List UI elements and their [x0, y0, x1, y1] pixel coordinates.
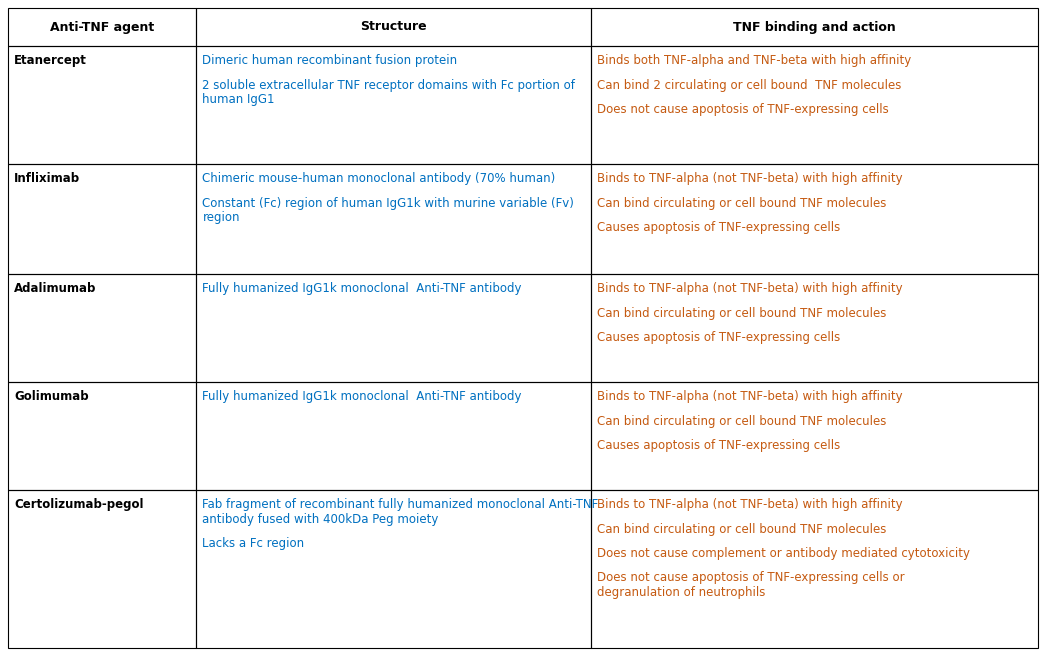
Text: Does not cause apoptosis of TNF-expressing cells: Does not cause apoptosis of TNF-expressi…: [597, 103, 889, 116]
Bar: [591, 490, 1038, 648]
Text: Anti-TNF agent: Anti-TNF agent: [50, 20, 155, 33]
Text: Lacks a Fc region: Lacks a Fc region: [203, 537, 304, 550]
Text: degranulation of neutrophils: degranulation of neutrophils: [597, 586, 766, 599]
Text: region: region: [203, 211, 240, 224]
Bar: [197, 382, 591, 490]
Text: Binds to TNF-alpha (not TNF-beta) with high affinity: Binds to TNF-alpha (not TNF-beta) with h…: [597, 172, 903, 185]
Bar: [8, 382, 197, 490]
Text: Binds to TNF-alpha (not TNF-beta) with high affinity: Binds to TNF-alpha (not TNF-beta) with h…: [597, 390, 903, 403]
Text: Can bind circulating or cell bound TNF molecules: Can bind circulating or cell bound TNF m…: [597, 415, 886, 428]
Text: Dimeric human recombinant fusion protein: Dimeric human recombinant fusion protein: [203, 54, 457, 67]
Bar: [591, 164, 1038, 274]
Text: Certolizumab-pegol: Certolizumab-pegol: [14, 498, 143, 511]
Text: Fab fragment of recombinant fully humanized monoclonal Anti-TNF: Fab fragment of recombinant fully humani…: [203, 498, 598, 511]
Bar: [591, 8, 1038, 46]
Text: antibody fused with 400kDa Peg moiety: antibody fused with 400kDa Peg moiety: [203, 512, 439, 525]
Text: Does not cause apoptosis of TNF-expressing cells or: Does not cause apoptosis of TNF-expressi…: [597, 571, 905, 584]
Text: Can bind circulating or cell bound TNF molecules: Can bind circulating or cell bound TNF m…: [597, 522, 886, 535]
Bar: [591, 382, 1038, 490]
Text: Chimeric mouse-human monoclonal antibody (70% human): Chimeric mouse-human monoclonal antibody…: [203, 172, 555, 185]
Text: 2 soluble extracellular TNF receptor domains with Fc portion of: 2 soluble extracellular TNF receptor dom…: [203, 79, 575, 91]
Text: Adalimumab: Adalimumab: [14, 282, 96, 295]
Text: Structure: Structure: [361, 20, 427, 33]
Text: Can bind circulating or cell bound TNF molecules: Can bind circulating or cell bound TNF m…: [597, 197, 886, 209]
Text: human IgG1: human IgG1: [203, 93, 275, 106]
Text: Can bind circulating or cell bound TNF molecules: Can bind circulating or cell bound TNF m…: [597, 306, 886, 319]
Bar: [197, 274, 591, 382]
Bar: [8, 8, 197, 46]
Bar: [8, 274, 197, 382]
Text: Fully humanized IgG1k monoclonal  Anti-TNF antibody: Fully humanized IgG1k monoclonal Anti-TN…: [203, 390, 522, 403]
Text: TNF binding and action: TNF binding and action: [733, 20, 895, 33]
Text: Causes apoptosis of TNF-expressing cells: Causes apoptosis of TNF-expressing cells: [597, 439, 840, 452]
Bar: [8, 164, 197, 274]
Text: Fully humanized IgG1k monoclonal  Anti-TNF antibody: Fully humanized IgG1k monoclonal Anti-TN…: [203, 282, 522, 295]
Text: Binds to TNF-alpha (not TNF-beta) with high affinity: Binds to TNF-alpha (not TNF-beta) with h…: [597, 498, 903, 511]
Bar: [197, 46, 591, 164]
Text: Causes apoptosis of TNF-expressing cells: Causes apoptosis of TNF-expressing cells: [597, 221, 840, 234]
Text: Can bind 2 circulating or cell bound  TNF molecules: Can bind 2 circulating or cell bound TNF…: [597, 79, 902, 91]
Text: Golimumab: Golimumab: [14, 390, 89, 403]
Bar: [8, 490, 197, 648]
Text: Constant (Fc) region of human IgG1k with murine variable (Fv): Constant (Fc) region of human IgG1k with…: [203, 197, 574, 209]
Text: Binds to TNF-alpha (not TNF-beta) with high affinity: Binds to TNF-alpha (not TNF-beta) with h…: [597, 282, 903, 295]
Text: Does not cause complement or antibody mediated cytotoxicity: Does not cause complement or antibody me…: [597, 547, 970, 560]
Bar: [197, 8, 591, 46]
Text: Causes apoptosis of TNF-expressing cells: Causes apoptosis of TNF-expressing cells: [597, 331, 840, 344]
Text: Etanercept: Etanercept: [14, 54, 87, 67]
Bar: [197, 164, 591, 274]
Bar: [8, 46, 197, 164]
Bar: [197, 490, 591, 648]
Bar: [591, 274, 1038, 382]
Text: Infliximab: Infliximab: [14, 172, 81, 185]
Bar: [591, 46, 1038, 164]
Text: Binds both TNF-alpha and TNF-beta with high affinity: Binds both TNF-alpha and TNF-beta with h…: [597, 54, 911, 67]
